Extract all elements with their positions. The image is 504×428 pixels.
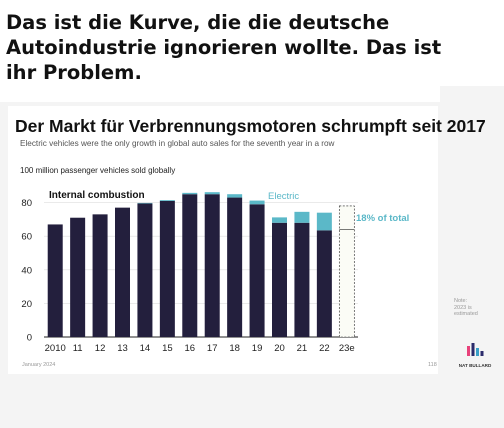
x-tick-label: 12 xyxy=(95,343,106,354)
bar-internal-combustion xyxy=(159,200,175,337)
bar-internal-combustion xyxy=(227,197,243,337)
bar-internal-combustion xyxy=(272,222,287,337)
bar-electric xyxy=(272,217,287,223)
y-tick-label: 20 xyxy=(21,299,32,310)
bar-electric xyxy=(182,192,198,195)
x-tick-label: 23e xyxy=(339,343,355,354)
bar-internal-combustion xyxy=(182,194,198,337)
legend-internal-combustion: Internal combustion xyxy=(49,190,145,201)
estimate-note: Note: 2023 is estimated xyxy=(454,298,478,317)
bar-chart-icon xyxy=(467,343,484,356)
chart-title: Der Markt für Verbrennungsmotoren schrum… xyxy=(15,116,486,136)
bar-internal-combustion xyxy=(70,217,86,337)
x-tick-label: 19 xyxy=(252,343,263,354)
x-tick-label: 18 xyxy=(229,343,240,354)
brand-name: NAT BULLARD xyxy=(458,363,492,368)
x-tick-label: 15 xyxy=(162,343,173,354)
headline-line-2: Autoindustrie ignorieren wollte. Das ist xyxy=(6,36,442,59)
x-tick-label: 22 xyxy=(319,343,330,354)
bar-internal-combustion xyxy=(47,224,63,337)
x-tick-label: 16 xyxy=(184,343,195,354)
x-tick-label: 20 xyxy=(274,343,285,354)
post-headline: Das ist die Kurve, die die deutsche Auto… xyxy=(6,10,446,85)
x-tick-label: 2010 xyxy=(45,343,66,354)
footer-page-number: 118 xyxy=(428,362,437,368)
y-tick-label: 40 xyxy=(21,265,32,276)
bar-electric xyxy=(249,200,265,205)
x-tick-label: 13 xyxy=(117,343,128,354)
bar-internal-combustion xyxy=(92,214,108,337)
y-tick-label: 60 xyxy=(21,232,32,243)
y-axis-label: 100 million passenger vehicles sold glob… xyxy=(20,166,176,175)
x-tick-label: 11 xyxy=(73,343,83,354)
bar-internal-combustion xyxy=(115,207,130,337)
background-panel-right xyxy=(440,86,504,376)
headline-line-3: ihr Problem. xyxy=(6,61,142,84)
bar-electric xyxy=(316,212,332,231)
headline-line-1: Das ist die Kurve, die die deutsche xyxy=(6,11,390,34)
bar-electric xyxy=(227,194,243,198)
bar-estimate xyxy=(338,205,355,338)
bar-internal-combustion xyxy=(294,222,310,337)
bar-electric xyxy=(204,192,220,195)
chart-subtitle: Electric vehicles were the only growth i… xyxy=(20,139,335,148)
brand-logo: NAT BULLARD xyxy=(458,342,492,368)
x-tick-label: 17 xyxy=(207,343,218,354)
legend-electric: Electric xyxy=(268,191,299,202)
bar-internal-combustion xyxy=(137,203,153,337)
x-tick-label: 14 xyxy=(140,343,151,354)
bar-electric xyxy=(159,200,175,201)
y-tick-label: 0 xyxy=(27,333,32,344)
footer-date: January 2024 xyxy=(22,362,56,368)
bar-internal-combustion xyxy=(249,204,265,337)
annotation-share: 18% of total xyxy=(356,213,409,224)
y-tick-label: 80 xyxy=(21,198,32,209)
x-tick-label: 21 xyxy=(297,343,308,354)
bar-internal-combustion xyxy=(316,230,332,337)
bar-internal-combustion xyxy=(204,194,220,337)
bar-electric xyxy=(294,211,310,223)
bar-electric xyxy=(137,202,153,204)
